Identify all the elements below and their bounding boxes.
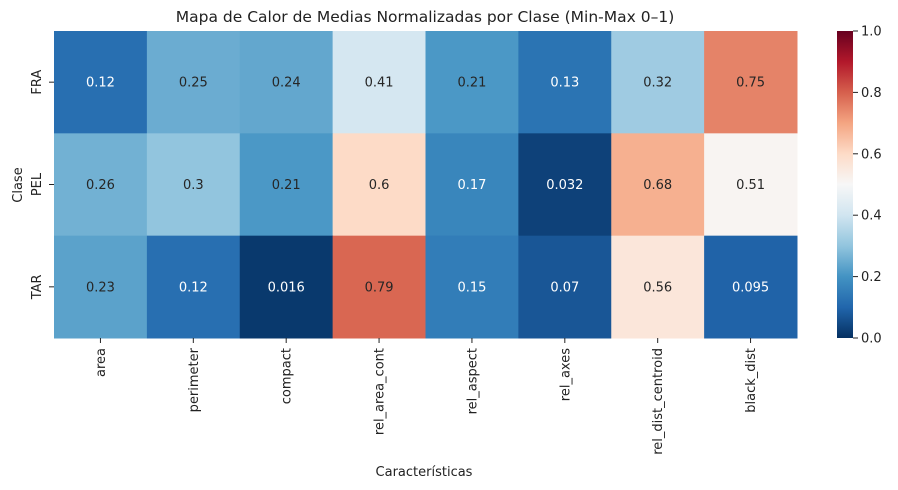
cell-value-label: 0.75: [736, 76, 765, 91]
cell-value-label: 0.25: [179, 76, 208, 91]
x-tick-label: compact: [280, 348, 295, 404]
cell-value-label: 0.6: [369, 178, 390, 193]
heatmap-cell: [146, 133, 241, 237]
cell-value-label: 0.12: [86, 76, 115, 91]
y-tick-label: TAR: [30, 274, 45, 300]
cell-value-label: 0.51: [736, 178, 765, 193]
x-tick-label: perimeter: [187, 347, 202, 412]
cell-value-label: 0.016: [268, 280, 305, 295]
x-axis-ticks: area perimeter compact rel_area_cont rel_asp…: [94, 338, 759, 455]
heatmap-cell: [332, 133, 426, 237]
colorbar-tick-label: 0.4: [861, 209, 882, 224]
cell-value-label: 0.21: [272, 178, 301, 193]
heatmap-cell: [704, 133, 798, 237]
cell-value-label: 0.17: [457, 178, 486, 193]
cell-value-label: 0.21: [457, 76, 486, 91]
x-axis-label: Características: [376, 465, 473, 480]
colorbar-ticks: 0.0 0.2 0.4 0.6 0.8 1.0: [853, 25, 882, 347]
cell-value-label: 0.12: [179, 280, 208, 295]
x-tick-label: rel_area_cont: [373, 348, 388, 435]
x-tick-label: rel_aspect: [465, 348, 480, 414]
heatmap-cell: [611, 133, 705, 237]
heatmap-cell: [332, 31, 426, 134]
cell-value-label: 0.26: [86, 178, 115, 193]
cell-value-label: 0.07: [550, 280, 579, 295]
heatmap-cell: [518, 31, 612, 134]
heatmap-cell: [611, 31, 705, 134]
colorbar-tick-label: 0.0: [861, 332, 882, 347]
heatmap-cell: [54, 133, 148, 237]
heatmap-cell: [425, 235, 519, 339]
y-axis-ticks: FRA PEL TAR: [30, 70, 54, 300]
heatmap-cell: [54, 235, 148, 339]
x-tick-label: rel_dist_centroid: [651, 348, 666, 455]
cell-value-label: 0.032: [546, 178, 583, 193]
cell-value-label: 0.13: [550, 76, 579, 91]
cell-value-label: 0.24: [272, 76, 301, 91]
heatmap-cell: [239, 31, 334, 134]
heatmap-cell: [332, 235, 426, 339]
colorbar-tick-label: 1.0: [861, 25, 882, 40]
heatmap-cell: [704, 235, 798, 339]
cell-value-label: 0.79: [365, 280, 394, 295]
cell-value-label: 0.56: [643, 280, 672, 295]
cell-value-label: 0.41: [365, 76, 394, 91]
heatmap-cell: [54, 31, 148, 134]
heatmap-cell: [518, 235, 612, 339]
heatmap-cell: [425, 133, 519, 237]
heatmap-cell-labels: 0.12 0.25 0.24 0.41 0.21 0.13 0.32 0.75 0.26 0.3 0…: [86, 76, 769, 296]
cell-value-label: 0.32: [643, 76, 672, 91]
y-axis-label: Clase: [11, 167, 26, 202]
colorbar-tick-label: 0.6: [861, 147, 882, 162]
colorbar-tick-label: 0.8: [861, 86, 882, 101]
x-tick-label: black_dist: [744, 348, 759, 413]
heatmap-cell: [611, 235, 705, 339]
y-tick-label: PEL: [30, 172, 45, 196]
chart-title: Mapa de Calor de Medias Normalizadas por…: [176, 8, 675, 26]
cell-value-label: 0.3: [183, 178, 204, 193]
heatmap-cell: [146, 31, 241, 134]
colorbar-tick-label: 0.2: [861, 270, 882, 285]
y-tick-label: FRA: [30, 70, 45, 95]
colorbar: [837, 31, 853, 338]
x-tick-label: rel_axes: [558, 348, 573, 401]
cell-value-label: 0.23: [86, 280, 115, 295]
heatmap-cell: [239, 133, 334, 237]
heatmap-cells: [54, 31, 798, 339]
heatmap-cell: [704, 31, 798, 134]
heatmap-cell: [239, 235, 334, 339]
heatmap-cell: [425, 31, 519, 134]
cell-value-label: 0.15: [457, 280, 486, 295]
heatmap-cell: [146, 235, 241, 339]
cell-value-label: 0.095: [732, 280, 769, 295]
heatmap-cell: [518, 133, 612, 237]
cell-value-label: 0.68: [643, 178, 672, 193]
x-tick-label: area: [94, 348, 109, 377]
